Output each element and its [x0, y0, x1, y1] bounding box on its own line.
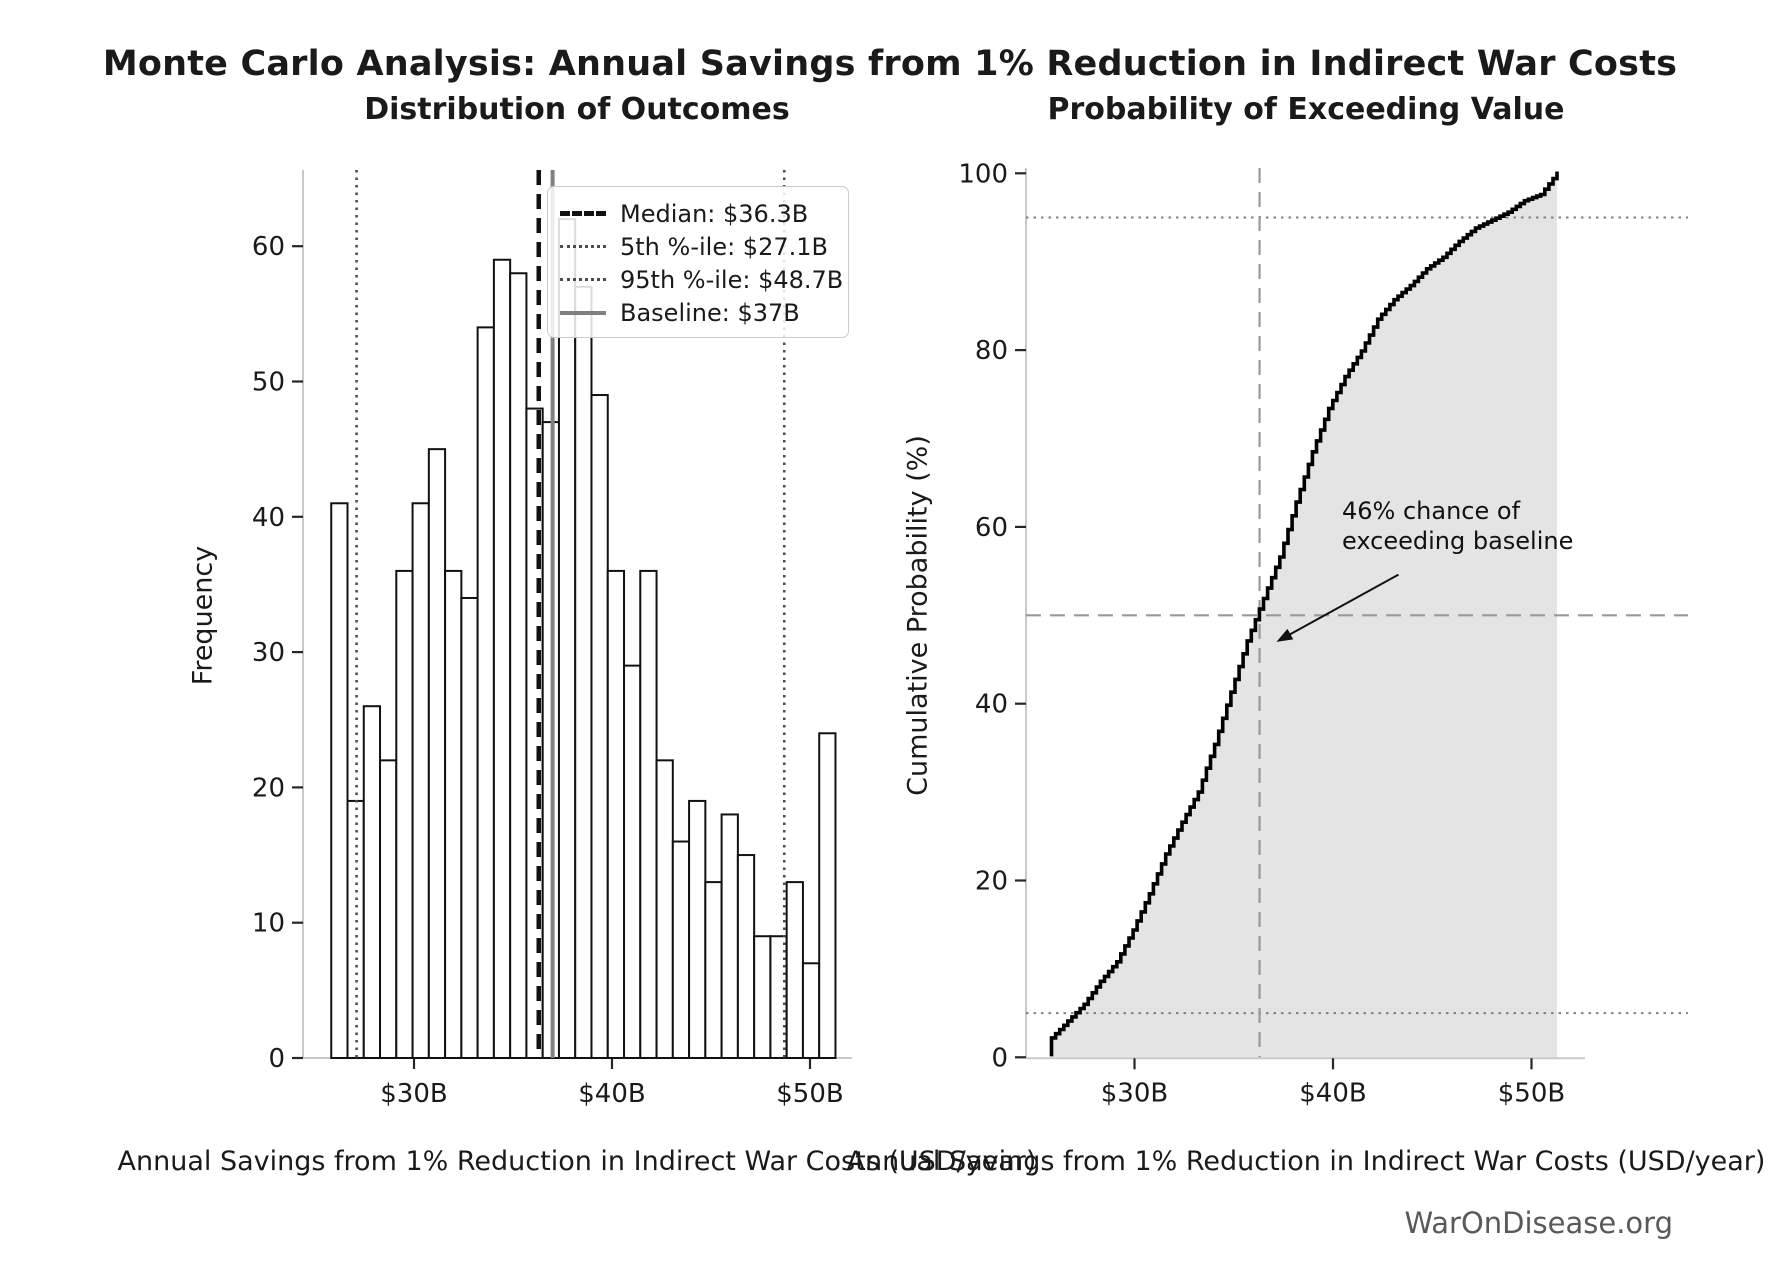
right-x-axis-label: Annual Savings from 1% Reduction in Indi…	[846, 1146, 1766, 1177]
legend-label: 95th %-ile: $48.7B	[620, 265, 844, 294]
annotation-line-2: exceeding baseline	[1342, 527, 1574, 555]
baseline-line-sample-icon	[560, 310, 606, 315]
annotation-arrowhead-icon	[1276, 628, 1294, 642]
tick-label: $50B	[776, 1079, 843, 1109]
histogram-bar	[395, 569, 414, 1059]
cdf-annotation: 46% chance of exceeding baseline	[1342, 496, 1573, 556]
histogram-bar	[655, 759, 674, 1060]
annotation-line-1: 46% chance of	[1342, 497, 1521, 525]
tick-label: 80	[975, 336, 1008, 366]
histogram-bar	[444, 569, 463, 1059]
histogram-bar	[411, 502, 430, 1059]
histogram-bar	[704, 881, 723, 1059]
tick-label: 50	[252, 368, 285, 398]
histogram-bar	[818, 732, 837, 1060]
tick-label: 30	[252, 638, 285, 668]
histogram-bar	[379, 759, 398, 1060]
tick-label: 60	[975, 513, 1008, 543]
tick-label: 10	[252, 909, 285, 939]
annotation-arrow-line	[1281, 573, 1399, 640]
legend-item-p5: 5th %-ile: $27.1B	[560, 230, 836, 263]
histogram-bar	[606, 569, 626, 1059]
histogram-bar	[427, 448, 447, 1059]
histogram-bar	[688, 799, 707, 1059]
histogram-bar	[476, 326, 495, 1059]
tick-label: 20	[975, 867, 1008, 897]
left-x-axis-label: Annual Savings from 1% Reduction in Indi…	[117, 1146, 1037, 1177]
histogram-bar	[574, 285, 593, 1060]
tick-label: $50B	[1498, 1078, 1565, 1108]
histogram-bar	[671, 840, 691, 1060]
tick-label: 60	[252, 232, 285, 262]
figure-title: Monte Carlo Analysis: Annual Savings fro…	[102, 44, 1678, 84]
legend-item-baseline: Baseline: $37B	[560, 296, 836, 329]
tick-label: 100	[958, 159, 1008, 189]
left-plot-title: Distribution of Outcomes	[364, 92, 790, 127]
tick-label: 20	[252, 773, 285, 803]
histogram-bar	[720, 813, 739, 1060]
legend-item-median: Median: $36.3B	[560, 197, 836, 230]
p5-line-sample-icon	[560, 245, 606, 248]
legend: Median: $36.3B 5th %-ile: $27.1B 95th %-…	[547, 186, 849, 338]
legend-label: Median: $36.3B	[620, 199, 809, 228]
tick-label: 40	[975, 690, 1008, 720]
right-y-axis-label: Cumulative Probability (%)	[902, 435, 934, 796]
left-y-axis-label: Frequency	[187, 545, 219, 686]
tick-label: $30B	[1101, 1078, 1168, 1108]
p95-line-sample-icon	[560, 278, 606, 281]
histogram-bar	[557, 218, 577, 1059]
histogram-bar	[623, 664, 642, 1059]
legend-label: 5th %-ile: $27.1B	[620, 232, 828, 261]
histogram-bar	[362, 705, 382, 1059]
histogram-bar	[492, 258, 512, 1060]
tick-label: $30B	[380, 1079, 447, 1109]
tick-label: $40B	[578, 1079, 645, 1109]
tick-label: 0	[991, 1043, 1008, 1073]
histogram-bar	[330, 502, 349, 1059]
tick-label: $40B	[1299, 1078, 1366, 1108]
cdf-curve	[1049, 171, 1559, 1057]
histogram-bar	[460, 596, 479, 1059]
histogram-bar	[801, 962, 821, 1059]
histogram-bar	[509, 272, 528, 1059]
legend-item-p95: 95th %-ile: $48.7B	[560, 263, 843, 296]
tick-label: 0	[268, 1044, 285, 1074]
histogram-bar	[639, 569, 658, 1059]
histogram-bar	[785, 881, 804, 1059]
watermark: WarOnDisease.org	[1404, 1206, 1673, 1240]
tick-label: 40	[252, 503, 285, 533]
histogram-bar	[736, 854, 756, 1059]
histogram-bar	[753, 935, 772, 1059]
legend-label: Baseline: $37B	[620, 298, 800, 327]
right-plot-title: Probability of Exceeding Value	[1047, 92, 1565, 127]
histogram-bar	[590, 394, 609, 1059]
median-line-sample-icon	[560, 211, 606, 216]
